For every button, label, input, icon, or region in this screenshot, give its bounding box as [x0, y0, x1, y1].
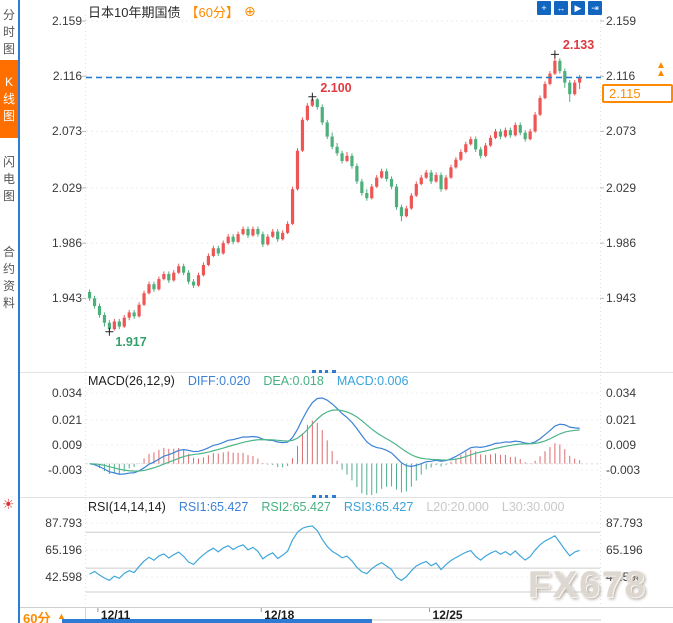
macd-axis-label: 0.034 [606, 386, 637, 400]
circle-plus-icon[interactable]: ⊕ [243, 3, 256, 19]
price-axis-label: 1.986 [606, 236, 637, 251]
macd-dea-value: DEA:0.018 [263, 374, 324, 388]
zoom-range-icon[interactable]: ↔ [554, 1, 568, 15]
tab-char: 资 [2, 278, 15, 293]
interval-tag: 【60分】 [185, 5, 239, 20]
rsi3-value: RSI3:65.427 [343, 500, 414, 514]
x-axis-date: 12/25 [432, 608, 463, 622]
tab-char: K [4, 75, 13, 89]
tab-char: 线 [2, 92, 15, 106]
dropdown-arrow-icon[interactable]: ▲ [57, 611, 66, 621]
tab-char: 图 [2, 42, 15, 56]
macd-dea-line [89, 409, 580, 472]
rsi-axis-label: 87.793 [45, 516, 82, 530]
price-axis-label: 2.073 [51, 124, 82, 139]
tab-char: 电 [2, 172, 15, 186]
peak-marker-label: 2.100 [320, 80, 352, 95]
price-axis-label: 2.073 [606, 124, 637, 139]
pan-right-icon[interactable]: ⇥ [588, 1, 602, 15]
price-axis-label: 2.116 [52, 69, 82, 84]
panel-divider [0, 497, 673, 498]
rsi2-value: RSI2:65.427 [261, 500, 331, 514]
l20-value: L20:20.000 [426, 500, 489, 514]
rsi-line [89, 525, 580, 582]
panel-divider [0, 372, 673, 373]
go-latest-icon[interactable]: ▶ [571, 1, 585, 15]
candle-series[interactable] [88, 54, 582, 332]
tab-char: 料 [2, 295, 15, 310]
macd-axis-label: -0.003 [606, 462, 641, 477]
rsi-axis-label: 65.196 [45, 542, 82, 557]
sidebar-tab-time-chart[interactable]: 分时图 [0, 6, 18, 58]
sidebar-tab-contract-info[interactable]: 合约资料 [0, 224, 18, 330]
scrollbar-track[interactable] [372, 619, 601, 621]
tab-char: 时 [2, 25, 15, 39]
macd-axis-label: 0.021 [606, 413, 637, 428]
macd-diff-line [89, 397, 580, 475]
sidebar-tab-flash-chart[interactable]: 闪电图 [0, 140, 18, 218]
rsi-header: RSI(14,14,14) RSI1:65.427 RSI2:65.427 RS… [88, 500, 564, 514]
tab-char: 分 [2, 8, 15, 22]
price-axis-label: 2.029 [51, 180, 82, 195]
macd-histogram [94, 420, 581, 495]
rsi1-value: RSI1:65.427 [178, 500, 249, 514]
price-axis-label: 2.116 [606, 69, 636, 84]
price-axis-label: 1.943 [51, 291, 82, 306]
price-axis-label: 2.159 [606, 14, 637, 28]
chart-header: 日本10年期国债 【60分】 ⊕ [88, 2, 256, 21]
tab-char: 合 [2, 244, 15, 259]
chart-toolbar: + ↔ ▶ ⇥ [537, 1, 602, 15]
macd-axis-label: 0.021 [51, 413, 82, 428]
interval-dropdown[interactable]: 60分 [23, 611, 51, 623]
macd-axis-label: 0.009 [51, 438, 82, 452]
tab-char: 图 [2, 109, 15, 123]
tab-char: 约 [2, 261, 15, 276]
macd-axis-label: 0.034 [51, 386, 82, 400]
rsi-axis-label: 42.598 [45, 569, 82, 584]
macd-axis-label: 0.009 [606, 438, 637, 452]
macd-diff-value: DIFF:0.020 [187, 374, 251, 388]
rsi-axis-label: 87.793 [606, 516, 643, 530]
hot-sun-icon[interactable]: ☀ [2, 496, 15, 512]
price-axis-label: 2.029 [606, 180, 637, 195]
macd-axis-label: -0.003 [47, 462, 82, 477]
scrollbar-thumb[interactable] [62, 619, 372, 623]
footer-divider [85, 607, 86, 623]
rsi-title: RSI(14,14,14) [88, 500, 166, 514]
price-axis-label: 1.986 [51, 236, 82, 251]
macd-header: MACD(26,12,9) DIFF:0.020 DEA:0.018 MACD:… [88, 374, 408, 388]
divider-drag-handle[interactable] [312, 495, 336, 498]
tab-char: 闪 [2, 155, 15, 169]
x-axis-date: 12/18 [264, 608, 295, 622]
price-axis-label: 1.943 [606, 291, 637, 306]
macd-title: MACD(26,12,9) [88, 374, 175, 388]
x-axis-date: 12/11 [100, 608, 131, 622]
low-marker-label: 1.917 [115, 334, 147, 349]
l30-value: L30:30.000 [501, 500, 565, 514]
rsi-axis-label: 42.598 [606, 569, 643, 584]
rsi-axis-label: 65.196 [606, 542, 643, 557]
chart-title: 日本10年期国债 [88, 5, 181, 20]
last-price-box: 2.115 [602, 84, 673, 103]
move-crosshair-icon[interactable]: + [537, 1, 551, 15]
tab-char: 图 [2, 189, 15, 203]
high-marker-label: 2.133 [562, 38, 595, 53]
price-axis-label: 2.159 [51, 14, 82, 28]
x-axis-line [0, 607, 673, 608]
divider-drag-handle[interactable] [312, 370, 336, 373]
macd-macd-value: MACD:0.006 [336, 374, 409, 388]
last-price-arrows-icon: ▲ ▲ [656, 60, 666, 79]
